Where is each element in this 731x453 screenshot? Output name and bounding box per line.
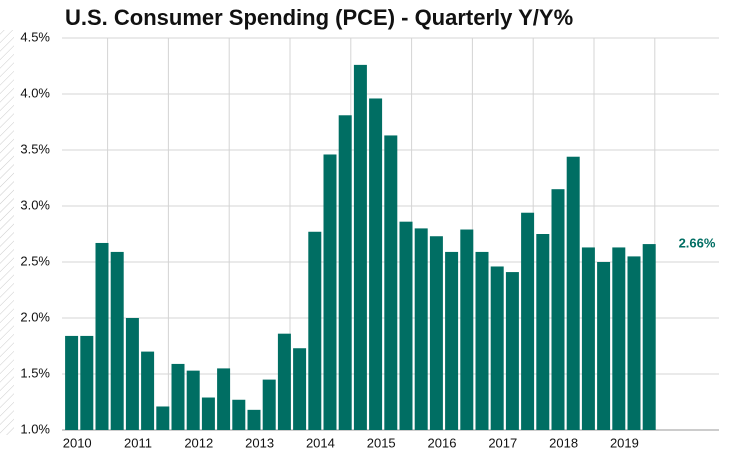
bar — [95, 242, 109, 430]
y-tick-label: 4.0% — [20, 85, 50, 100]
bar — [642, 244, 656, 430]
bar — [566, 156, 580, 430]
value-label: 2.66% — [679, 236, 716, 251]
x-tick-label: 2013 — [245, 435, 274, 450]
x-tick-label: 2010 — [63, 435, 92, 450]
y-tick-label: 2.0% — [20, 309, 50, 324]
bar — [581, 247, 595, 430]
x-tick-label: 2011 — [124, 435, 152, 450]
bar — [429, 236, 443, 430]
bar — [460, 229, 474, 430]
y-tick-label: 1.0% — [20, 421, 50, 436]
bar — [65, 335, 79, 430]
bar — [414, 228, 428, 430]
chart-title: U.S. Consumer Spending (PCE) - Quarterly… — [65, 5, 573, 30]
bar — [521, 212, 535, 430]
bar — [490, 266, 504, 430]
bar — [232, 399, 246, 430]
bar — [475, 251, 489, 430]
bar — [186, 370, 200, 430]
bar — [201, 397, 215, 430]
x-tick-label: 2016 — [428, 435, 457, 450]
bar — [445, 251, 459, 430]
bar — [293, 348, 307, 430]
bar — [597, 262, 611, 430]
bar — [247, 409, 261, 430]
bar — [384, 135, 398, 430]
hatch — [0, 30, 14, 435]
y-tick-label: 1.5% — [20, 365, 50, 380]
bar — [125, 318, 139, 430]
y-tick-label: 2.5% — [20, 253, 50, 268]
y-tick-label: 3.0% — [20, 197, 50, 212]
bar — [338, 115, 352, 430]
bar — [353, 64, 367, 430]
y-tick-label: 4.5% — [20, 29, 50, 44]
y-tick-label: 3.5% — [20, 141, 50, 156]
bar — [551, 189, 565, 430]
bar — [505, 272, 519, 430]
x-tick-label: 2015 — [367, 435, 396, 450]
bar — [323, 154, 337, 431]
bar — [262, 379, 276, 430]
bar — [369, 98, 383, 430]
x-tick-label: 2012 — [184, 435, 213, 450]
bar — [277, 333, 291, 430]
bar — [399, 221, 413, 430]
bar — [171, 363, 185, 430]
bar — [612, 247, 626, 430]
bar — [80, 335, 94, 430]
bar — [536, 234, 550, 430]
bar — [308, 231, 322, 430]
x-tick-label: 2014 — [306, 435, 335, 450]
x-tick-label: 2018 — [549, 435, 578, 450]
bar — [110, 251, 124, 430]
bar — [627, 256, 641, 430]
x-tick-label: 2017 — [488, 435, 517, 450]
bar — [141, 351, 155, 430]
bar — [156, 406, 170, 430]
x-tick-label: 2019 — [610, 435, 639, 450]
bar — [217, 368, 231, 430]
